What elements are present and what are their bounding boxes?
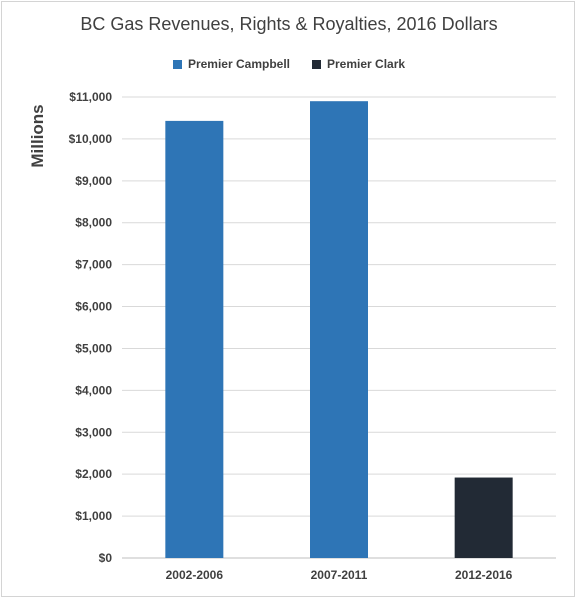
- legend: Premier Campbell Premier Clark: [0, 57, 578, 71]
- legend-label-campbell: Premier Campbell: [187, 57, 290, 71]
- y-tick-label: $4,000: [75, 383, 112, 397]
- legend-swatch-clark: [312, 59, 321, 69]
- legend-swatch-campbell: [172, 59, 182, 69]
- y-tick-label: $5,000: [75, 341, 112, 355]
- x-tick-label: 2002-2006: [166, 568, 224, 582]
- y-tick-label: $2,000: [75, 467, 112, 481]
- y-tick-label: $9,000: [75, 174, 112, 188]
- x-tick-label: 2012-2016: [455, 568, 513, 582]
- x-tick-label: 2007-2011: [311, 568, 368, 582]
- y-tick-label: $3,000: [75, 425, 112, 439]
- chart-title: BC Gas Revenues, Rights & Royalties, 201…: [80, 14, 498, 34]
- bar-2002-2006: [165, 120, 224, 558]
- y-tick-label: $8,000: [75, 216, 112, 230]
- y-tick-label: $10,000: [69, 132, 113, 146]
- bar-2012-2016: [454, 477, 513, 558]
- y-tick-label: $1,000: [75, 509, 112, 523]
- legend-item-campbell: Premier Campbell: [172, 57, 290, 71]
- legend-item-clark: Premier Clark: [312, 57, 405, 71]
- bar-2007-2011: [310, 101, 368, 558]
- y-tick-label: $7,000: [75, 258, 112, 272]
- y-tick-label: $11,000: [69, 90, 112, 104]
- legend-label-clark: Premier Clark: [327, 57, 406, 71]
- y-tick-label: $0: [99, 551, 113, 565]
- y-tick-label: $6,000: [75, 300, 112, 314]
